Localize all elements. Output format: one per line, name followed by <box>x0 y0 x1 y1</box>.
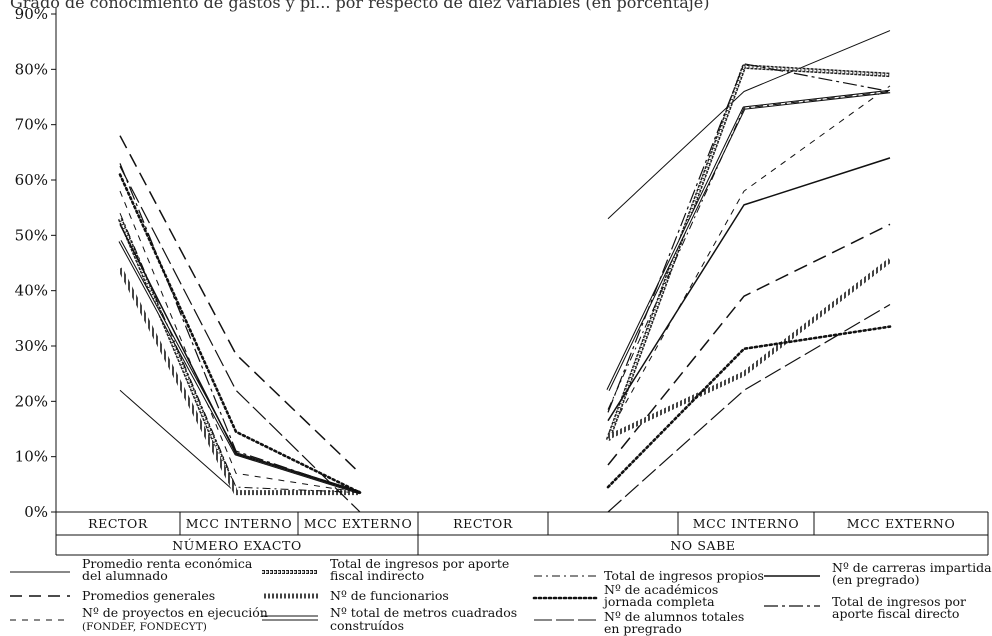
series-path <box>119 163 361 494</box>
series-path <box>119 218 360 494</box>
legend-label: construídos <box>330 618 404 633</box>
series-line <box>119 63 891 494</box>
series-path <box>607 30 891 220</box>
series-line <box>118 173 892 494</box>
series-path <box>607 303 891 513</box>
series-path <box>607 65 891 441</box>
series-path <box>119 190 361 494</box>
series-path <box>607 85 891 435</box>
series-line <box>119 91 891 494</box>
legend-label: Total de ingresos por <box>832 594 966 609</box>
legend-label: Nº de proyectos en ejecución <box>82 605 268 620</box>
x-category-label: MCC EXTERNO <box>304 516 413 531</box>
legend-label: en pregrado <box>604 621 682 636</box>
series-line <box>119 165 891 513</box>
legend-item-renta: Promedio renta económica del alumnado <box>10 556 253 583</box>
legend-label: Nº de carreras impartidas <box>832 560 992 575</box>
series-path <box>606 258 892 440</box>
legend: Promedio renta económica del alumnado Pr… <box>10 556 992 636</box>
series-path <box>117 217 360 495</box>
series-path <box>607 63 891 413</box>
legend-item-promedios: Promedios generales <box>10 588 215 603</box>
y-axis: 0% 10% 20% 30% 40% 50% 60% 70% 80% 90% <box>15 5 57 521</box>
series-line <box>119 157 891 494</box>
x-group-label: NO SABE <box>670 538 735 553</box>
series-line <box>119 30 891 494</box>
x-category-label: RECTOR <box>88 516 148 531</box>
legend-label: Nº de funcionarios <box>330 588 449 603</box>
legend-label: Total de ingresos propios <box>604 568 764 583</box>
series-path <box>605 64 891 441</box>
legend-item-ingresos-propios: Total de ingresos propios <box>534 568 764 583</box>
legend-item-aporte-directo: Total de ingresos por aporte fiscal dire… <box>764 594 966 621</box>
legend-label: del alumnado <box>82 568 168 583</box>
y-tick-label: 20% <box>15 392 48 410</box>
legend-item-alumnos: Nº de alumnos totales en pregrado <box>534 609 744 636</box>
legend-item-carreras: Nº de carreras impartidas (en pregrado) <box>764 560 992 587</box>
x-category-label: MCC EXTERNO <box>847 516 956 531</box>
legend-label: Nº de académicos <box>604 582 718 597</box>
legend-label: jornada completa <box>602 594 715 609</box>
series-line <box>117 258 892 496</box>
legend-item-aporte-indirecto: Total de ingresos por aporte fiscal indi… <box>262 556 509 583</box>
legend-label: Total de ingresos por aporte <box>330 556 509 571</box>
y-tick-label: 50% <box>15 226 48 244</box>
chart-title: Grado de conocimiento de gastos y pi... … <box>10 0 709 12</box>
series-path <box>606 89 891 392</box>
legend-item-academicos: Nº de académicos jornada completa <box>532 582 718 609</box>
plot-lines <box>117 30 892 513</box>
series-path <box>607 91 891 410</box>
y-tick-label: 90% <box>15 5 48 23</box>
legend-item-proyectos: Nº de proyectos en ejecución (FONDEF, FO… <box>10 605 268 633</box>
legend-label: Nº total de metros cuadrados <box>330 605 517 620</box>
series-line <box>119 135 891 474</box>
series-path <box>119 223 361 494</box>
legend-label: Promedio renta económica <box>82 556 253 571</box>
legend-label: (en pregrado) <box>832 572 920 587</box>
y-tick-label: 30% <box>15 337 48 355</box>
legend-item-funcionarios: Nº de funcionarios <box>262 588 449 603</box>
y-tick-label: 80% <box>15 60 48 78</box>
x-axis: RECTOR MCC INTERNO MCC EXTERNO RECTOR MCC IN… <box>55 511 989 556</box>
legend-label: aporte fiscal directo <box>832 606 959 621</box>
y-tick-label: 40% <box>15 282 48 300</box>
series-path <box>119 165 361 513</box>
x-category-label: MCC INTERNO <box>186 516 292 531</box>
x-category-label: RECTOR <box>453 516 513 531</box>
series-path <box>607 223 891 466</box>
series-path <box>607 157 891 422</box>
series-path <box>117 267 360 496</box>
series-path <box>119 135 361 474</box>
legend-label: fiscal indirecto <box>330 568 424 583</box>
series-path <box>119 213 361 494</box>
legend-item-metros: Nº total de metros cuadrados construídos <box>262 605 517 633</box>
y-tick-label: 10% <box>15 448 48 466</box>
legend-label: Promedios generales <box>82 588 215 603</box>
x-category-label: MCC INTERNO <box>693 516 799 531</box>
y-tick-label: 70% <box>15 116 48 134</box>
legend-label: Nº de alumnos totales <box>604 609 744 624</box>
series-path <box>607 90 891 391</box>
series-path <box>606 325 892 489</box>
y-tick-label: 0% <box>24 503 48 521</box>
series-line <box>119 85 891 494</box>
y-tick-label: 60% <box>15 171 48 189</box>
legend-label: (FONDEF, FONDECYT) <box>82 621 207 633</box>
x-group-label: NÚMERO EXACTO <box>172 537 302 553</box>
